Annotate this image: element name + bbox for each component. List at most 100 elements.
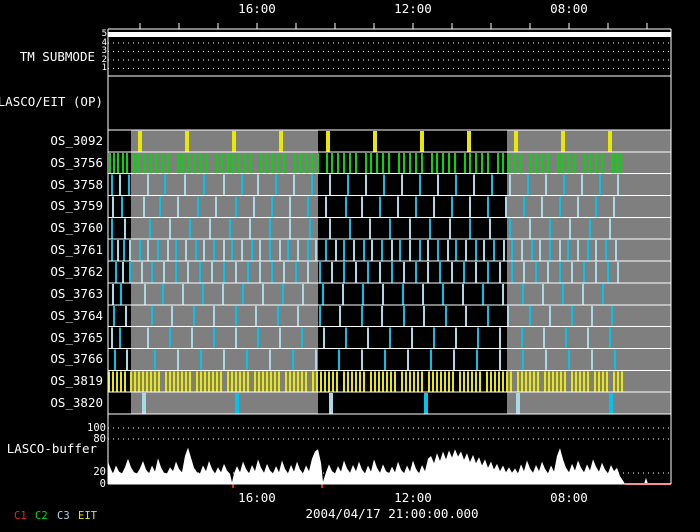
mark-os-3764 bbox=[171, 305, 173, 327]
mark-os-3756 bbox=[232, 152, 234, 174]
mark-os-3756 bbox=[294, 152, 296, 174]
mark-os-3758 bbox=[527, 174, 529, 196]
mark-os-3758 bbox=[241, 174, 243, 196]
mark-os-3762 bbox=[235, 262, 237, 283]
mark-os-3761 bbox=[427, 240, 429, 261]
mark-os-3759 bbox=[487, 196, 489, 217]
mark-os-3756 bbox=[487, 152, 489, 174]
mark-os-3762 bbox=[283, 262, 285, 283]
mark-os-3819 bbox=[486, 371, 488, 392]
mark-os-3759 bbox=[159, 196, 161, 217]
mark-os-3819 bbox=[196, 371, 198, 392]
mark-os-3758 bbox=[111, 174, 113, 196]
mark-os-3764 bbox=[403, 305, 405, 327]
mark-os-3756 bbox=[421, 152, 423, 174]
row-label-os-3756: OS_3756 bbox=[50, 154, 103, 170]
mark-os-3756 bbox=[337, 152, 339, 174]
mark-os-3762 bbox=[463, 262, 465, 283]
mark-os-3764 bbox=[339, 305, 341, 327]
panel-label-tm-submode: TM SUBMODE bbox=[19, 49, 95, 64]
mark-os-3763 bbox=[342, 283, 344, 305]
mark-os-3761 bbox=[615, 240, 617, 261]
mark-os-3762 bbox=[511, 262, 513, 283]
row-label-os-3766: OS_3766 bbox=[50, 351, 103, 367]
mark-os-3819 bbox=[448, 371, 450, 392]
mark-os-3763 bbox=[562, 283, 564, 305]
mark-os-3756 bbox=[481, 152, 483, 174]
mark-os-3759 bbox=[523, 196, 525, 217]
mark-os-3819 bbox=[124, 371, 126, 392]
mark-os-3819 bbox=[254, 371, 256, 392]
mark-os-3762 bbox=[331, 262, 333, 283]
mark-os-3762 bbox=[199, 262, 201, 283]
mark-os-3819 bbox=[243, 371, 245, 392]
tm-ytick-1: 1 bbox=[101, 63, 107, 73]
mark-os-3758 bbox=[509, 174, 511, 196]
mark-os-3758 bbox=[293, 174, 295, 196]
mark-os-3819 bbox=[235, 371, 237, 392]
mark-os-3763 bbox=[362, 283, 364, 305]
mark-os-3756 bbox=[370, 152, 372, 174]
mark-os-3760 bbox=[189, 218, 191, 239]
mark-os-3759 bbox=[121, 196, 123, 217]
mark-os-3819 bbox=[432, 371, 434, 392]
mark-os-3756 bbox=[514, 152, 516, 174]
mark-os-3763 bbox=[582, 283, 584, 305]
mark-os-3819 bbox=[278, 371, 280, 392]
mark-os-3761 bbox=[483, 240, 485, 261]
mark-os-3765 bbox=[477, 327, 479, 348]
mark-os-3761 bbox=[531, 240, 533, 261]
mark-os-3758 bbox=[383, 174, 385, 196]
mark-os-3760 bbox=[469, 218, 471, 239]
mark-os-3819 bbox=[185, 371, 187, 392]
mark-os-3764 bbox=[213, 305, 215, 327]
mark-os-3761 bbox=[269, 240, 271, 261]
mark-os-3759 bbox=[253, 196, 255, 217]
mark-os-3763 bbox=[120, 283, 122, 305]
mark-os-3758 bbox=[203, 174, 205, 196]
mark-os-3764 bbox=[549, 305, 551, 327]
legend-item-c3: C3 bbox=[57, 510, 70, 522]
mark-os-3764 bbox=[319, 305, 321, 327]
mark-os-3761 bbox=[251, 240, 253, 261]
mark-os-3766 bbox=[177, 349, 179, 370]
mark-os-3761 bbox=[343, 240, 345, 261]
mark-os-3820 bbox=[424, 393, 428, 414]
mark-os-3765 bbox=[191, 327, 193, 348]
mark-os-3092 bbox=[514, 131, 518, 152]
mark-os-3756 bbox=[355, 152, 357, 174]
mark-os-3761 bbox=[503, 240, 505, 261]
mark-os-3762 bbox=[391, 262, 393, 283]
mark-os-3819 bbox=[316, 371, 318, 392]
mark-os-3756 bbox=[299, 152, 301, 174]
mark-os-3819 bbox=[208, 371, 210, 392]
mark-os-3756 bbox=[206, 152, 208, 174]
mark-os-3766 bbox=[430, 349, 432, 370]
row-label-os-3092: OS_3092 bbox=[50, 132, 103, 148]
mark-os-3756 bbox=[188, 152, 190, 174]
mark-os-3761 bbox=[595, 240, 597, 261]
mark-os-3756 bbox=[216, 152, 218, 174]
mark-os-3760 bbox=[229, 218, 231, 239]
mark-os-3756 bbox=[535, 152, 537, 174]
mark-os-3819 bbox=[463, 371, 465, 392]
mark-os-3820 bbox=[329, 393, 333, 414]
mark-os-3756 bbox=[221, 152, 223, 174]
mark-os-3756 bbox=[469, 152, 471, 174]
mark-os-3766 bbox=[269, 349, 271, 370]
mark-os-3819 bbox=[320, 371, 322, 392]
mark-os-3819 bbox=[189, 371, 191, 392]
buffer-ytick-100: 100 bbox=[87, 421, 106, 434]
mark-os-3756 bbox=[365, 152, 367, 174]
mark-os-3092 bbox=[420, 131, 424, 152]
mark-os-3763 bbox=[422, 283, 424, 305]
mark-os-3819 bbox=[258, 371, 260, 392]
mark-os-3756 bbox=[144, 152, 146, 174]
mark-os-3761 bbox=[521, 240, 523, 261]
mark-os-3756 bbox=[601, 152, 603, 174]
mark-os-3758 bbox=[311, 174, 313, 196]
mark-os-3756 bbox=[557, 152, 559, 174]
mark-os-3756 bbox=[277, 152, 279, 174]
mark-os-3766 bbox=[499, 349, 501, 370]
mark-os-3765 bbox=[609, 327, 611, 348]
